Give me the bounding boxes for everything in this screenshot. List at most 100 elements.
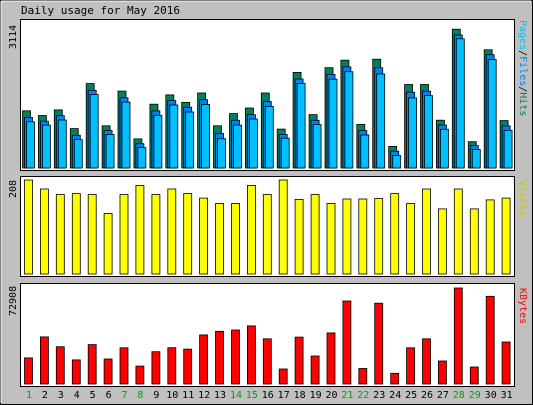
- pages-bar-day-15: [248, 118, 258, 169]
- pages-bar-day-16: [264, 106, 274, 169]
- visits-bar-day-25: [406, 203, 416, 275]
- x-label-day-17: 17: [278, 390, 290, 401]
- pages-bar-day-3: [57, 119, 67, 169]
- visits-bar-day-21: [342, 198, 352, 275]
- kbytes-bar-day-1: [24, 357, 33, 385]
- pages-bar-day-30: [487, 59, 497, 169]
- kbytes-bar-day-17: [278, 368, 288, 385]
- pages-bar-day-22: [360, 134, 370, 169]
- visits-bar-day-23: [374, 198, 384, 275]
- pages-bar-day-23: [376, 73, 386, 169]
- x-label-day-26: 26: [421, 390, 433, 401]
- x-label-day-18: 18: [294, 390, 306, 401]
- kbytes-bar-day-11: [183, 348, 193, 385]
- visits-bar-day-14: [231, 203, 240, 275]
- kbytes-bar-day-22: [358, 368, 368, 385]
- x-label-day-13: 13: [214, 390, 226, 401]
- pages-bar-day-11: [185, 111, 195, 169]
- x-label-day-5: 5: [90, 390, 96, 401]
- x-label-day-30: 30: [485, 390, 497, 401]
- x-label-day-25: 25: [405, 390, 417, 401]
- x-label-day-23: 23: [373, 390, 385, 401]
- x-label-day-31: 31: [501, 390, 513, 401]
- kbytes-bar-day-14: [231, 329, 240, 385]
- visits-bar-day-31: [501, 197, 511, 275]
- x-label-day-3: 3: [58, 390, 64, 401]
- pages-bar-day-13: [217, 138, 226, 169]
- kbytes-bar-day-12: [199, 334, 209, 385]
- pages-bar-day-18: [296, 83, 306, 169]
- hits-ymax-label: 3114: [8, 25, 19, 49]
- kbytes-bar-day-19: [310, 355, 320, 385]
- x-label-day-11: 11: [182, 390, 194, 401]
- x-label-day-14: 14: [230, 390, 242, 401]
- legend-files: Files: [517, 56, 528, 86]
- visits-ymax-label: 208: [8, 180, 19, 198]
- kbytes-bar-day-20: [326, 332, 336, 385]
- legend-sep-1: /: [517, 50, 528, 56]
- pages-bar-day-5: [89, 94, 99, 169]
- visits-bar-day-29: [469, 208, 479, 275]
- chart-title: Daily usage for May 2016: [21, 4, 180, 17]
- pages-bar-day-6: [105, 134, 115, 169]
- pages-bar-day-17: [280, 137, 290, 169]
- visits-bar-day-8: [135, 184, 145, 275]
- visits-bar-day-19: [310, 194, 320, 275]
- pages-bar-day-26: [424, 95, 433, 169]
- kbytes-bar-day-16: [262, 338, 272, 385]
- kbytes-bars: [24, 287, 511, 385]
- legend-sep-2: /: [517, 86, 528, 92]
- pages-bar-day-14: [233, 124, 242, 169]
- x-label-day-15: 15: [246, 390, 258, 401]
- kbytes-bar-day-6: [103, 358, 113, 385]
- pages-bar-day-12: [201, 104, 211, 169]
- x-label-day-16: 16: [262, 390, 274, 401]
- kbytes-bar-day-10: [167, 347, 177, 385]
- kbytes-bar-day-24: [390, 372, 400, 385]
- x-label-day-6: 6: [106, 390, 112, 401]
- pages-bar-day-28: [455, 38, 465, 169]
- legend-hits: Hits: [517, 92, 528, 116]
- kbytes-legend: KBytes: [517, 288, 528, 324]
- x-label-day-7: 7: [121, 390, 127, 401]
- visits-bar-day-27: [437, 208, 447, 275]
- visits-bar-day-9: [151, 194, 161, 275]
- visits-bar-day-4: [71, 193, 81, 275]
- pages-bar-day-27: [439, 128, 449, 169]
- visits-bar-day-20: [326, 203, 336, 275]
- kbytes-bar-day-27: [437, 360, 447, 385]
- x-label-day-10: 10: [166, 390, 178, 401]
- x-label-day-12: 12: [198, 390, 210, 401]
- visits-bar-day-10: [167, 188, 177, 275]
- pages-bar-day-31: [503, 129, 513, 169]
- x-axis-day-labels: 1 2 3 4 5 6 7 8 9 10 11 12 13 14 15 16 17 18 19 20 21 22 23 24 2…: [26, 390, 513, 401]
- x-label-day-9: 9: [153, 390, 159, 401]
- kbytes-bar-day-31: [501, 341, 511, 385]
- x-label-day-1: 1: [26, 390, 32, 401]
- x-label-day-29: 29: [469, 390, 481, 401]
- pages-bar-day-7: [121, 101, 131, 169]
- visits-bar-day-26: [422, 188, 431, 275]
- pages-bar-day-8: [137, 147, 147, 169]
- x-label-day-27: 27: [437, 390, 449, 401]
- visits-bar-day-7: [119, 194, 129, 275]
- legend-pages: Pages: [517, 20, 528, 50]
- x-label-day-2: 2: [42, 390, 48, 401]
- x-label-day-24: 24: [389, 390, 401, 401]
- pages-bar-day-1: [26, 121, 35, 169]
- visits-bar-day-18: [294, 198, 304, 275]
- x-label-day-22: 22: [357, 390, 369, 401]
- pages-bar-day-25: [408, 97, 418, 169]
- pages-bar-day-2: [42, 124, 51, 169]
- kbytes-bar-day-3: [55, 346, 65, 385]
- kbytes-bar-day-2: [40, 336, 49, 385]
- kbytes-bar-day-4: [71, 359, 81, 385]
- pages-bar-day-24: [392, 155, 402, 169]
- kbytes-bar-day-25: [406, 347, 416, 385]
- visits-bar-day-3: [55, 194, 65, 275]
- visits-legend: Visits: [517, 180, 528, 216]
- visits-bar-day-12: [199, 197, 209, 275]
- kbytes-bar-day-5: [87, 344, 97, 385]
- kbytes-bar-day-29: [469, 366, 479, 385]
